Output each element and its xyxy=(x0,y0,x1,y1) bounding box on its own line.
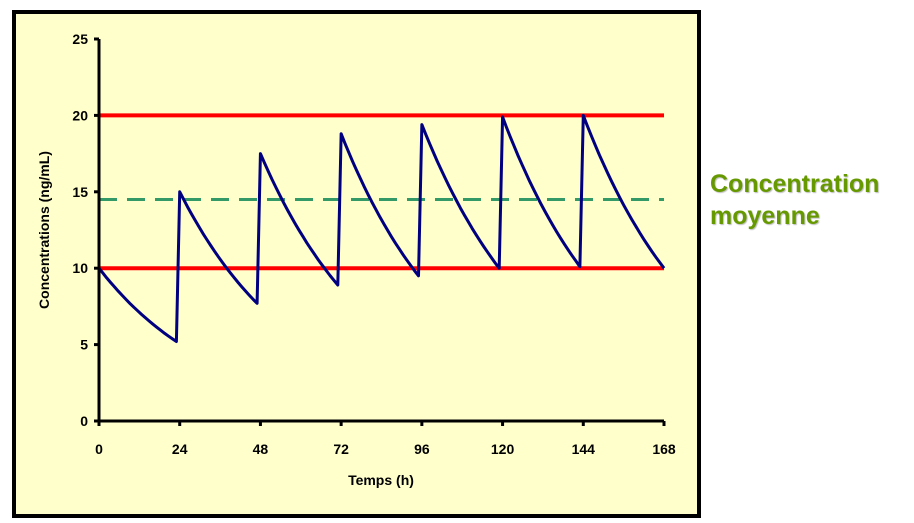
x-tick-label: 0 xyxy=(95,441,103,457)
chart-frame xyxy=(12,10,701,518)
x-tick-label: 120 xyxy=(491,441,515,457)
y-tick-label: 25 xyxy=(72,31,88,47)
annotation-line-2: moyenne xyxy=(710,202,820,230)
y-tick-label: 15 xyxy=(72,184,88,200)
x-tick-label: 48 xyxy=(253,441,269,457)
y-axis-label: Concentrations (ng/mL) xyxy=(36,151,52,309)
x-tick-label: 24 xyxy=(172,441,188,457)
mean-concentration-annotation: Concentration moyenne xyxy=(710,168,879,232)
y-tick-label: 20 xyxy=(72,107,88,123)
x-tick-label: 96 xyxy=(414,441,430,457)
x-tick-label: 144 xyxy=(572,441,596,457)
x-tick-label: 72 xyxy=(333,441,349,457)
x-axis-label: Temps (h) xyxy=(348,472,414,488)
y-tick-label: 5 xyxy=(80,337,88,353)
concentration-curve xyxy=(97,113,666,343)
annotation-line-1: Concentration xyxy=(710,170,880,198)
y-tick-label: 10 xyxy=(72,260,88,276)
y-tick-label: 0 xyxy=(80,413,88,429)
x-tick-label: 168 xyxy=(652,441,676,457)
